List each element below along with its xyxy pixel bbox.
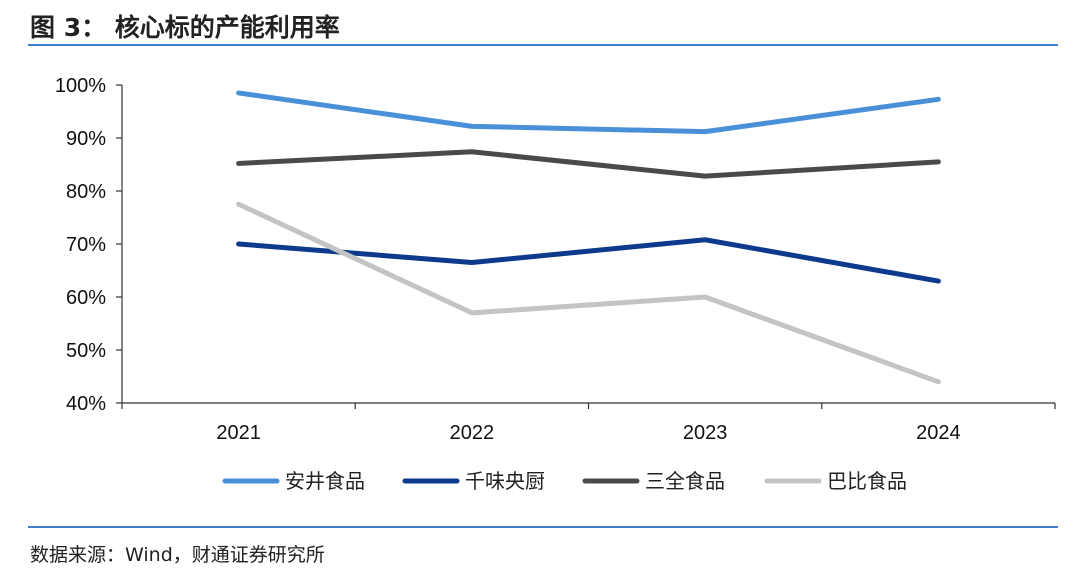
y-tick-label: 40% [66,393,106,415]
legend: 安井食品 千味央厨 三全食品 巴比食品 [222,469,907,493]
legend-label: 巴比食品 [827,469,907,493]
source-note: 数据来源：Wind，财通证券研究所 [30,544,325,566]
axes [116,84,1056,409]
y-tick-label: 70% [66,234,106,256]
series-line [236,90,941,135]
x-tick-labels: 2021 2022 2023 2024 [216,422,960,444]
x-tick-label: 2021 [216,422,261,444]
series-line [236,237,941,284]
legend-label: 三全食品 [645,469,725,493]
y-tick-label: 50% [66,340,106,362]
title-rule [28,44,1058,46]
legend-label: 千味央厨 [465,469,545,493]
figure-title: 图 3： 核心标的产能利用率 [30,13,340,42]
y-tick-label: 90% [66,128,106,150]
series-line [236,149,941,179]
series-lines [236,90,941,385]
y-tick-label: 60% [66,287,106,309]
y-tick-label: 100% [55,75,106,97]
x-tick-label: 2022 [450,422,495,444]
x-tick-label: 2024 [916,422,961,444]
series-line [236,201,941,385]
y-tick-label: 80% [66,181,106,203]
legend-label: 安井食品 [285,469,365,493]
x-tick-label: 2023 [683,422,728,444]
source-rule [28,526,1058,528]
y-tick-labels: 40% 50% 60% 70% 80% 90% 100% [55,75,106,415]
